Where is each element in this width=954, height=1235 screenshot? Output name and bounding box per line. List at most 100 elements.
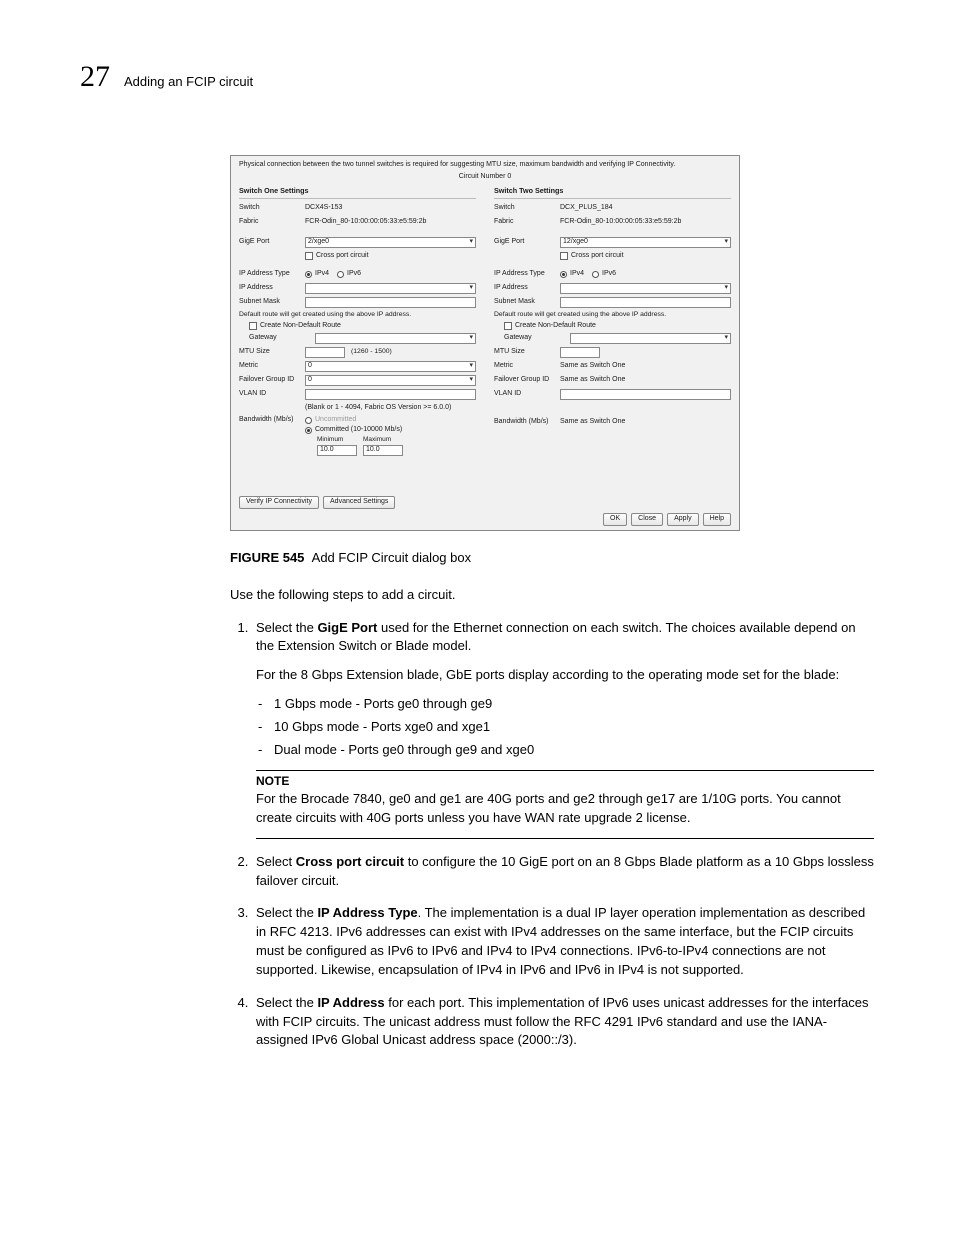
cross-port-checkbox[interactable]: Cross port circuit <box>305 251 476 261</box>
failover-select[interactable]: 0 <box>305 375 476 386</box>
bw-min-label: Minimum <box>317 435 357 444</box>
bw-min-input[interactable]: 10.0 <box>317 445 357 456</box>
step-4: Select the IP Address for each port. Thi… <box>252 994 874 1051</box>
mtu-range: (1260 - 1500) <box>351 347 392 357</box>
page-title: Adding an FCIP circuit <box>124 73 253 92</box>
gige-port-label: GigE Port <box>494 237 558 247</box>
ok-button[interactable]: OK <box>603 513 627 526</box>
subnet-mask-input[interactable] <box>305 297 476 308</box>
checkbox-icon <box>504 322 512 330</box>
ip-address-label: IP Address <box>494 283 558 293</box>
subnet-mask-label: Subnet Mask <box>494 297 558 307</box>
subnet-mask-label: Subnet Mask <box>239 297 303 307</box>
cross-port-checkbox[interactable]: Cross port circuit <box>560 251 731 261</box>
radio-icon <box>560 271 567 278</box>
vlan-id-label: VLAN ID <box>239 389 303 399</box>
ip-type-label: IP Address Type <box>494 269 558 279</box>
list-item: Dual mode - Ports ge0 through ge9 and xg… <box>274 741 874 760</box>
mtu-size-label: MTU Size <box>494 347 558 357</box>
help-button[interactable]: Help <box>703 513 731 526</box>
gateway-select[interactable] <box>570 333 731 344</box>
bw-max-input[interactable]: 10.0 <box>363 445 403 456</box>
step-1: Select the GigE Port used for the Ethern… <box>252 619 874 839</box>
ipv4-radio[interactable]: IPv4 <box>560 269 584 279</box>
page-header: 27 Adding an FCIP circuit <box>80 55 874 99</box>
uncommitted-radio[interactable]: Uncommitted <box>305 415 476 425</box>
mtu-size-input[interactable] <box>560 347 600 358</box>
checkbox-icon <box>249 322 257 330</box>
failover-label: Failover Group ID <box>239 375 303 385</box>
radio-icon <box>305 417 312 424</box>
note-divider <box>256 838 874 839</box>
ip-address-label: IP Address <box>239 283 303 293</box>
metric-select[interactable]: 0 <box>305 361 476 372</box>
mtu-size-label: MTU Size <box>239 347 303 357</box>
dialog-note: Physical connection between the two tunn… <box>239 160 731 170</box>
list-item: 10 Gbps mode - Ports xge0 and xge1 <box>274 718 874 737</box>
steps-list: Select the GigE Port used for the Ethern… <box>230 619 874 1051</box>
create-non-default-route-checkbox[interactable]: Create Non-Default Route <box>249 321 476 331</box>
figure-text: Add FCIP Circuit dialog box <box>312 550 471 565</box>
create-non-default-route-checkbox[interactable]: Create Non-Default Route <box>504 321 731 331</box>
vlan-id-input[interactable] <box>560 389 731 400</box>
radio-icon <box>337 271 344 278</box>
switch-value: DCX_PLUS_184 <box>560 203 731 213</box>
radio-icon <box>305 271 312 278</box>
bandwidth-same: Same as Switch One <box>560 417 731 427</box>
gateway-label: Gateway <box>504 333 568 343</box>
radio-icon <box>592 271 599 278</box>
subnet-mask-input[interactable] <box>560 297 731 308</box>
ip-type-label: IP Address Type <box>239 269 303 279</box>
apply-button[interactable]: Apply <box>667 513 699 526</box>
close-button[interactable]: Close <box>631 513 663 526</box>
gige-port-label: GigE Port <box>239 237 303 247</box>
figure-label: FIGURE 545 <box>230 550 304 565</box>
switch-label: Switch <box>239 203 303 213</box>
vlan-id-input[interactable] <box>305 389 476 400</box>
ip-address-select[interactable] <box>560 283 731 294</box>
committed-radio[interactable]: Committed (10-10000 Mb/s) <box>305 425 476 435</box>
bandwidth-label: Bandwidth (Mb/s) <box>239 415 303 425</box>
ipv4-radio[interactable]: IPv4 <box>305 269 329 279</box>
switch-label: Switch <box>494 203 558 213</box>
gateway-select[interactable] <box>315 333 476 344</box>
note-body: For the Brocade 7840, ge0 and ge1 are 40… <box>256 790 874 828</box>
metric-label: Metric <box>494 361 558 371</box>
fabric-value: FCR-Odin_80-10:00:00:05:33:e5:59:2b <box>305 217 476 227</box>
gige-port-select[interactable]: 12/xge0 <box>560 237 731 248</box>
switch-value: DCX4S-153 <box>305 203 476 213</box>
verify-ip-button[interactable]: Verify IP Connectivity <box>239 496 319 509</box>
advanced-settings-button[interactable]: Advanced Settings <box>323 496 395 509</box>
fabric-label: Fabric <box>239 217 303 227</box>
note-divider <box>256 770 874 771</box>
step-2: Select Cross port circuit to configure t… <box>252 853 874 891</box>
vlan-note: (Blank or 1 - 4094, Fabric OS Version >=… <box>305 403 476 413</box>
checkbox-icon <box>305 252 313 260</box>
ipv6-radio[interactable]: IPv6 <box>337 269 361 279</box>
default-route-note: Default route will get created using the… <box>494 310 731 320</box>
list-item: 1 Gbps mode - Ports ge0 through ge9 <box>274 695 874 714</box>
failover-same: Same as Switch One <box>560 375 731 385</box>
page-number: 27 <box>80 55 110 99</box>
radio-icon <box>305 427 312 434</box>
circuit-number: Circuit Number 0 <box>239 172 731 182</box>
ip-address-select[interactable] <box>305 283 476 294</box>
failover-label: Failover Group ID <box>494 375 558 385</box>
bw-max-label: Maximum <box>363 435 403 444</box>
figure-caption: FIGURE 545 Add FCIP Circuit dialog box <box>230 549 874 568</box>
step-1-sublist: 1 Gbps mode - Ports ge0 through ge9 10 G… <box>256 695 874 760</box>
switch-two-title: Switch Two Settings <box>494 186 731 199</box>
gige-port-select[interactable]: 2/xge0 <box>305 237 476 248</box>
mtu-size-input[interactable] <box>305 347 345 358</box>
checkbox-icon <box>560 252 568 260</box>
default-route-note: Default route will get created using the… <box>239 310 476 320</box>
metric-same: Same as Switch One <box>560 361 731 371</box>
fabric-label: Fabric <box>494 217 558 227</box>
switch-one-title: Switch One Settings <box>239 186 476 199</box>
switch-two-panel: Switch Two Settings Switch DCX_PLUS_184 … <box>494 186 731 509</box>
vlan-id-label: VLAN ID <box>494 389 558 399</box>
add-fcip-circuit-dialog: Physical connection between the two tunn… <box>230 155 740 531</box>
ipv6-radio[interactable]: IPv6 <box>592 269 616 279</box>
metric-label: Metric <box>239 361 303 371</box>
bandwidth-label: Bandwidth (Mb/s) <box>494 417 558 427</box>
